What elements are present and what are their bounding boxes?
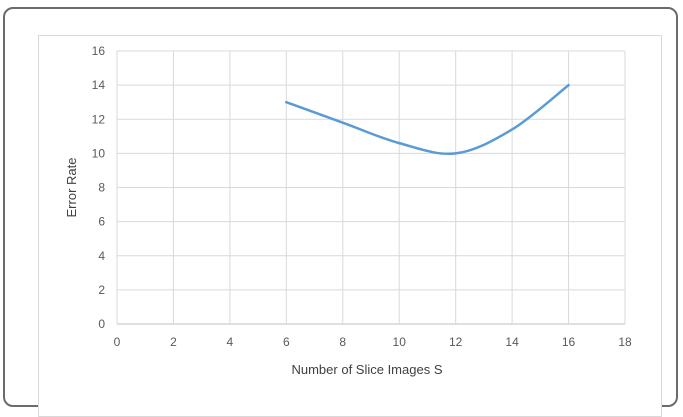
line-chart: 0 2 4 6 8 10 12 14 16 0 2 4 6 8 10 12 14 16 18 Number of …: [64, 44, 632, 377]
y-tick-label: 4: [98, 249, 105, 263]
x-tick-label: 18: [618, 335, 632, 349]
gridlines: [116, 50, 626, 325]
y-tick-label: 2: [98, 283, 105, 297]
x-tick-label: 8: [339, 335, 346, 349]
y-tick-label: 14: [92, 78, 106, 92]
chart-area: [38, 35, 662, 417]
x-tick-label: 10: [393, 335, 407, 349]
x-tick-label: 0: [114, 335, 121, 349]
y-axis-title: Error Rate: [64, 158, 79, 218]
x-tick-label: 2: [170, 335, 177, 349]
x-tick-label: 6: [283, 335, 290, 349]
y-tick-label: 6: [98, 215, 105, 229]
series-layer: [285, 83, 570, 156]
x-axis-title: Number of Slice Images S: [291, 362, 442, 377]
y-tick-label: 16: [92, 44, 106, 58]
x-tick-label: 12: [449, 335, 463, 349]
y-tick-label: 0: [98, 317, 105, 331]
y-tick-label: 10: [92, 146, 106, 160]
x-tick-label: 16: [562, 335, 576, 349]
y-tick-label: 8: [98, 181, 105, 195]
x-tick-labels: 0 2 4 6 8 10 12 14 16 18: [114, 335, 632, 349]
y-tick-labels: 0 2 4 6 8 10 12 14 16: [92, 44, 106, 331]
x-tick-label: 14: [505, 335, 519, 349]
series-line: [285, 83, 570, 156]
x-tick-label: 4: [227, 335, 234, 349]
y-tick-label: 12: [92, 112, 106, 126]
figure-frame: [3, 7, 678, 417]
